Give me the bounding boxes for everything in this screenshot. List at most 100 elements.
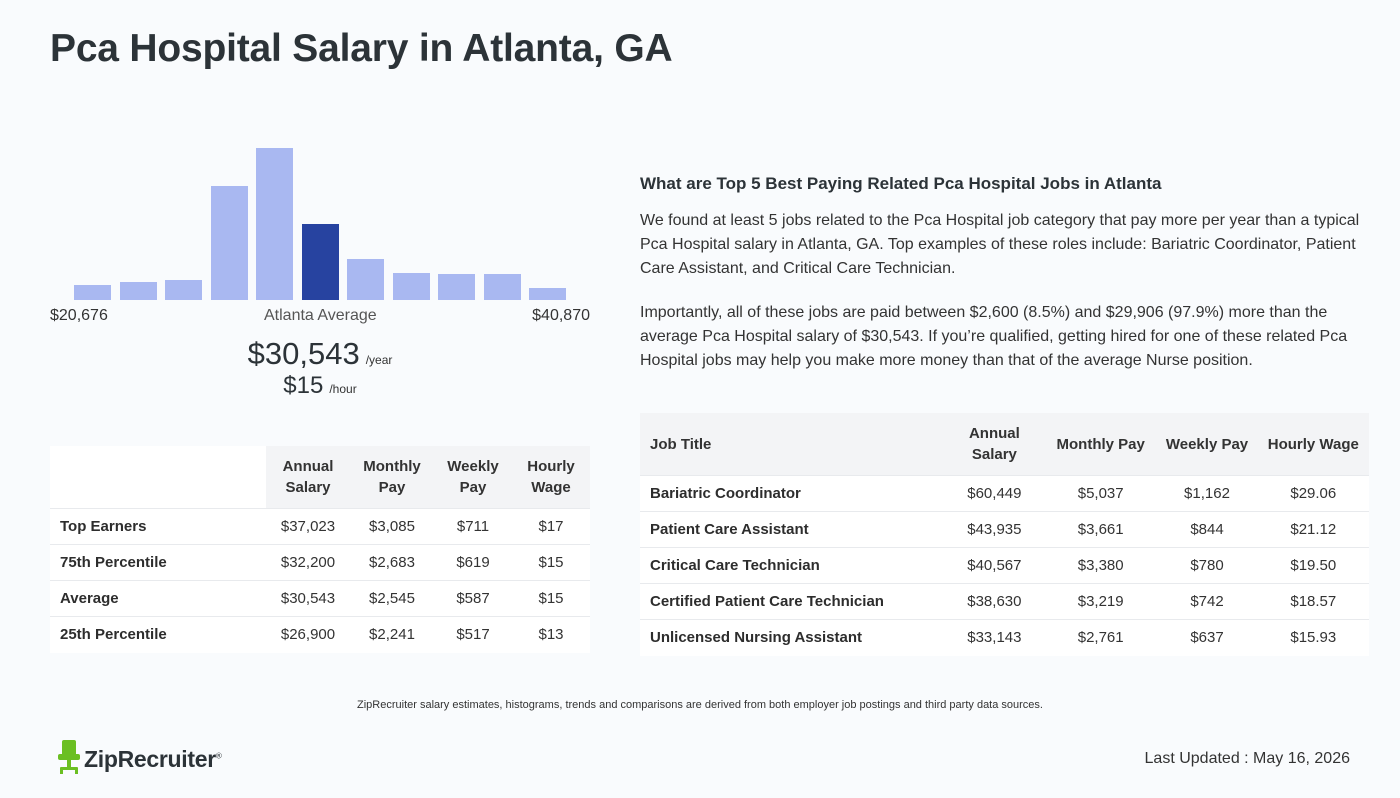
cell-annual: $33,143 — [943, 619, 1045, 656]
related-jobs-heading: What are Top 5 Best Paying Related Pca H… — [640, 174, 1162, 193]
job-title: Bariatric Coordinator — [640, 475, 944, 512]
header-annual-salary: Annual Salary — [943, 413, 1045, 476]
table-row: 25th Percentile $26,900 $2,241 $517 $13 — [50, 616, 590, 653]
last-updated: Last Updated : May 16, 2026 — [1144, 750, 1350, 767]
job-title: Patient Care Assistant — [640, 511, 944, 548]
cell-monthly: $2,761 — [1045, 619, 1157, 656]
cell-hourly: $19.50 — [1257, 547, 1369, 584]
data-disclaimer: ZipRecruiter salary estimates, histogram… — [357, 699, 1043, 711]
header-weekly-pay: Weekly Pay — [434, 446, 512, 509]
cell-hourly: $17 — [512, 508, 590, 545]
job-title: Critical Care Technician — [640, 547, 944, 584]
registered-mark: ® — [215, 751, 222, 761]
histogram-min-label: $20,676 — [50, 307, 108, 324]
table-row: 75th Percentile $32,200 $2,683 $619 $15 — [50, 544, 590, 581]
cell-hourly: $29.06 — [1257, 475, 1369, 512]
header-monthly-pay: Monthly Pay — [350, 446, 434, 509]
cell-hourly: $13 — [512, 616, 590, 653]
average-annual-value: $30,543 — [247, 336, 360, 371]
row-label: Average — [50, 580, 266, 617]
job-title: Unlicensed Nursing Assistant — [640, 619, 944, 656]
cell-monthly: $3,380 — [1045, 547, 1157, 584]
cell-annual: $26,900 — [266, 616, 350, 653]
table-row: Top Earners $37,023 $3,085 $711 $17 — [50, 508, 590, 545]
page-title: Pca Hospital Salary in Atlanta, GA — [50, 27, 673, 70]
header-job-title: Job Title — [640, 413, 944, 476]
cell-annual: $40,567 — [943, 547, 1045, 584]
average-hourly-value: $15 — [283, 372, 324, 399]
chair-icon — [58, 740, 80, 779]
header-blank — [50, 446, 266, 509]
cell-hourly: $15 — [512, 544, 590, 581]
cell-weekly: $742 — [1156, 583, 1258, 620]
ziprecruiter-logo[interactable]: ZipRecruiter® — [58, 740, 222, 779]
percentile-table-header: Annual Salary Monthly Pay Weekly Pay Hou… — [50, 446, 590, 509]
average-hourly: $15/hour — [50, 372, 590, 400]
job-title: Certified Patient Care Technician — [640, 583, 944, 620]
cell-weekly: $517 — [434, 616, 512, 653]
header-weekly-pay: Weekly Pay — [1156, 413, 1258, 476]
histogram-bar — [483, 274, 521, 300]
histogram-max-label: $40,870 — [532, 307, 590, 324]
cell-monthly: $3,219 — [1045, 583, 1157, 620]
table-row: Critical Care Technician $40,567 $3,380 … — [640, 547, 1369, 584]
average-hourly-unit: /hour — [329, 382, 357, 396]
cell-weekly: $1,162 — [1156, 475, 1258, 512]
average-annual-unit: /year — [365, 353, 393, 367]
cell-weekly: $780 — [1156, 547, 1258, 584]
cell-weekly: $619 — [434, 544, 512, 581]
cell-hourly: $15.93 — [1257, 619, 1369, 656]
row-label: 75th Percentile — [50, 544, 266, 581]
cell-annual: $37,023 — [266, 508, 350, 545]
cell-annual: $43,935 — [943, 511, 1045, 548]
cell-hourly: $21.12 — [1257, 511, 1369, 548]
cell-annual: $30,543 — [266, 580, 350, 617]
histogram-bar — [210, 186, 248, 300]
jobs-table-header: Job Title Annual Salary Monthly Pay Week… — [640, 413, 1369, 476]
table-row: Unlicensed Nursing Assistant $33,143 $2,… — [640, 619, 1369, 656]
cell-hourly: $18.57 — [1257, 583, 1369, 620]
header-monthly-pay: Monthly Pay — [1045, 413, 1157, 476]
row-label: 25th Percentile — [50, 616, 266, 653]
header-annual-salary: Annual Salary — [266, 446, 350, 509]
histogram-bar — [347, 259, 384, 300]
table-row: Certified Patient Care Technician $38,63… — [640, 583, 1369, 620]
cell-monthly: $3,661 — [1045, 511, 1157, 548]
cell-weekly: $637 — [1156, 619, 1258, 656]
histogram-bar — [392, 273, 430, 300]
histogram-center-label: Atlanta Average — [264, 307, 377, 324]
logo-wordmark: ZipRecruiter® — [84, 746, 222, 773]
table-row: Patient Care Assistant $43,935 $3,661 $8… — [640, 511, 1369, 548]
salary-histogram — [50, 140, 590, 300]
cell-monthly: $2,241 — [350, 616, 434, 653]
table-row: Average $30,543 $2,545 $587 $15 — [50, 580, 590, 617]
related-jobs-table: Job Title Annual Salary Monthly Pay Week… — [640, 413, 1369, 656]
cell-hourly: $15 — [512, 580, 590, 617]
cell-annual: $32,200 — [266, 544, 350, 581]
cell-monthly: $5,037 — [1045, 475, 1157, 512]
histogram-bar — [438, 274, 475, 300]
cell-weekly: $711 — [434, 508, 512, 545]
cell-weekly: $844 — [1156, 511, 1258, 548]
cell-annual: $38,630 — [943, 583, 1045, 620]
header-hourly-wage: Hourly Wage — [1257, 413, 1369, 476]
row-label: Top Earners — [50, 508, 266, 545]
histogram-bar — [74, 285, 111, 300]
cell-monthly: $2,545 — [350, 580, 434, 617]
cell-monthly: $3,085 — [350, 508, 434, 545]
cell-monthly: $2,683 — [350, 544, 434, 581]
average-annual: $30,543/year — [50, 336, 590, 372]
logo-text: ZipRecruiter — [84, 746, 216, 772]
histogram-bar — [119, 282, 157, 300]
cell-annual: $60,449 — [943, 475, 1045, 512]
histogram-bar — [256, 148, 293, 300]
histogram-bar — [165, 280, 202, 300]
header-hourly-wage: Hourly Wage — [512, 446, 590, 509]
related-jobs-paragraph-1: We found at least 5 jobs related to the … — [640, 212, 1360, 277]
histogram-bar — [529, 288, 566, 300]
table-row: Bariatric Coordinator $60,449 $5,037 $1,… — [640, 475, 1369, 512]
cell-weekly: $587 — [434, 580, 512, 617]
percentile-table: Annual Salary Monthly Pay Weekly Pay Hou… — [50, 446, 590, 653]
related-jobs-paragraph-2: Importantly, all of these jobs are paid … — [640, 304, 1348, 369]
histogram-bar — [301, 224, 339, 300]
